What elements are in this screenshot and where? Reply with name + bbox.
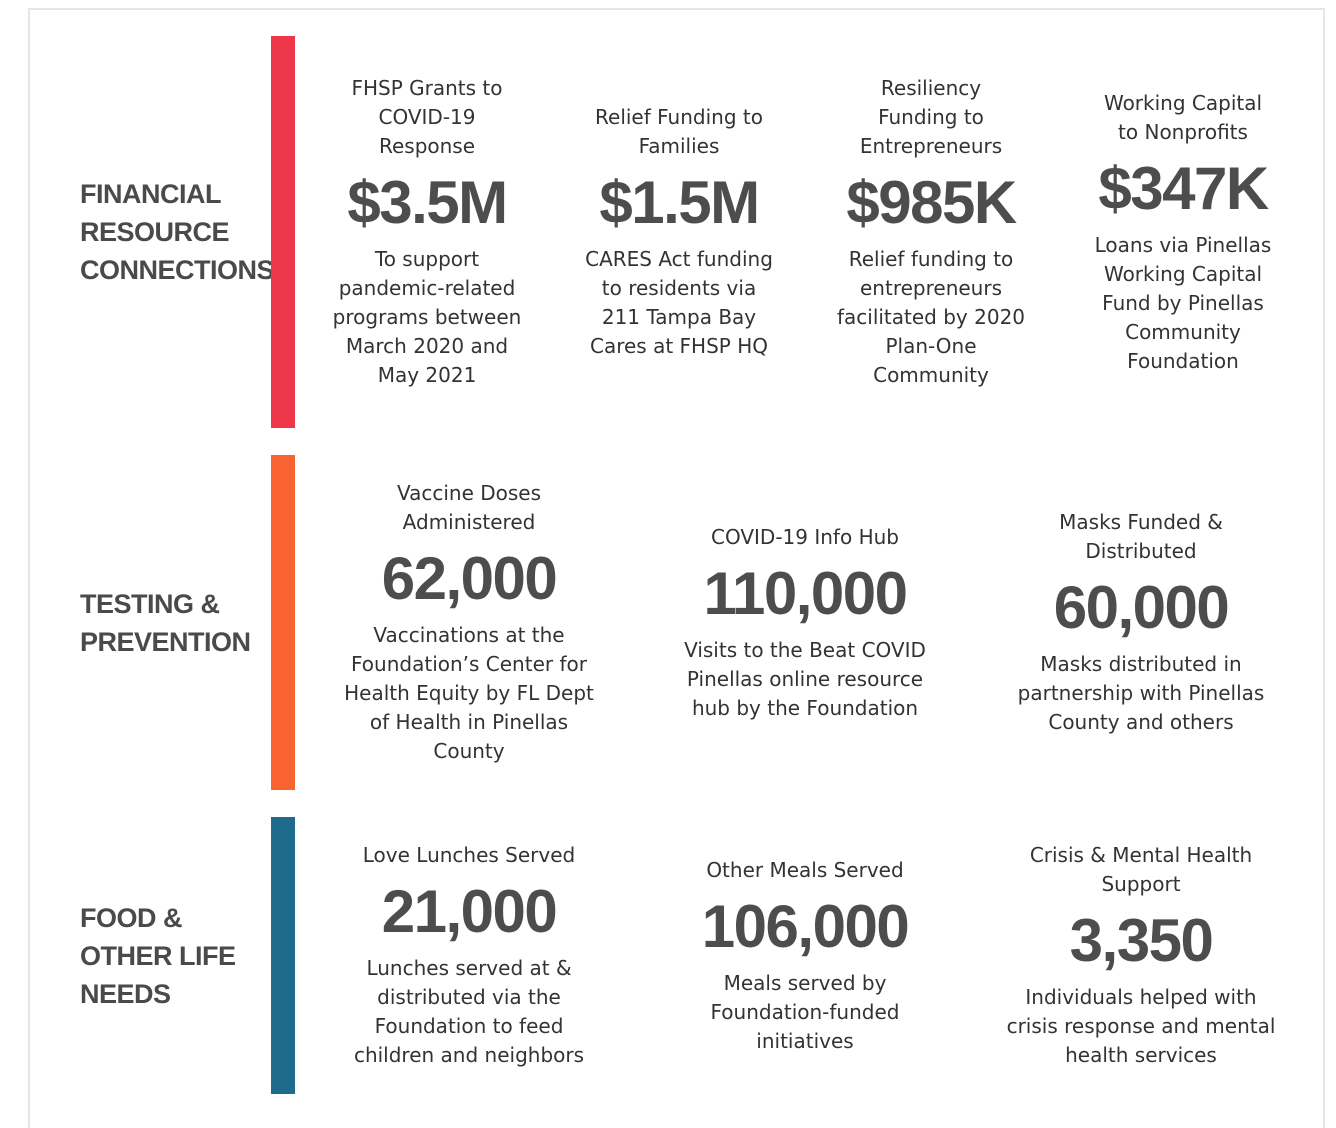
stat-heading: FHSP Grants to COVID-19 Response (351, 76, 503, 158)
stat: Vaccine Doses Administered 62,000 Vaccinat… (301, 479, 637, 766)
stat: Working Capital to Nonprofits $347K Loans … (1057, 89, 1309, 376)
stat-value: $985K (846, 169, 1017, 236)
stat-heading: Working Capital to Nonprofits (1103, 90, 1263, 144)
section: Food & Other Life Needs Love Lunches Serv… (0, 817, 1336, 1094)
stat-row: Vaccine Doses Administered 62,000 Vaccinat… (301, 455, 1309, 790)
section-label: Testing & Prevention (80, 588, 251, 657)
stat-value: 60,000 (1053, 574, 1230, 641)
stat: Other Meals Served 106,000 Meals served by… (637, 856, 973, 1056)
section-bar (271, 36, 295, 428)
stat-description: Individuals helped with crisis response … (1006, 985, 1276, 1067)
section-bar (271, 455, 295, 790)
stat: Masks Funded & Distributed 60,000 Masks di… (973, 508, 1309, 737)
section: Financial Resource Connections FHSP Grant… (0, 36, 1336, 428)
stat-description: Loans via Pinellas Working Capital Fund … (1094, 232, 1272, 373)
stat-value: 110,000 (703, 559, 908, 627)
stat-value: 106,000 (701, 892, 910, 960)
stat-heading: Vaccine Doses Administered (396, 481, 542, 534)
stat: COVID-19 Info Hub 110,000 Visits to the Be… (637, 523, 973, 723)
stat-value: 21,000 (381, 878, 558, 945)
stat-heading: COVID-19 Info Hub (711, 524, 899, 549)
stat: FHSP Grants to COVID-19 Response $3.5M To … (301, 74, 553, 390)
section-label: Food & Other Life Needs (80, 902, 236, 1009)
stat-value: $1.5M (599, 169, 760, 236)
stat-heading: Masks Funded & Distributed (1059, 510, 1223, 563)
stat-heading: Love Lunches Served (362, 843, 576, 867)
section-bar (271, 817, 295, 1094)
stat-heading: Relief Funding to Families (595, 105, 763, 158)
stat-row: FHSP Grants to COVID-19 Response $3.5M To … (301, 36, 1309, 428)
stat-description: CARES Act funding to residents via 211 T… (585, 247, 773, 358)
stat: Resiliency Funding to Entrepreneurs $985K… (805, 74, 1057, 390)
stat-row: Love Lunches Served 21,000 Lunches served … (301, 817, 1309, 1094)
stat-value: 62,000 (381, 545, 558, 612)
section: Testing & Prevention Vaccine Doses Admini… (0, 455, 1336, 790)
stat: Relief Funding to Families $1.5M CARES Act… (553, 103, 805, 361)
stat-description: To support pandemic-related programs bet… (332, 247, 522, 387)
stat-heading: Crisis & Mental Health Support (1029, 843, 1253, 896)
stat-description: Relief funding to entrepreneurs facilita… (836, 247, 1026, 387)
stat-value: $3.5M (347, 169, 508, 236)
stat: Love Lunches Served 21,000 Lunches served … (301, 841, 637, 1070)
stat-heading: Resiliency Funding to Entrepreneurs (859, 76, 1003, 158)
stat-description: Meals served by Foundation-funded initia… (710, 970, 900, 1053)
stat-value: 3,350 (1069, 907, 1214, 974)
stat-description: Lunches served at & distributed via the … (353, 956, 585, 1067)
stat-heading: Other Meals Served (706, 857, 904, 882)
section-label: Financial Resource Connections (80, 179, 275, 285)
stat-description: Visits to the Beat COVID Pinellas online… (684, 637, 926, 720)
stat: Crisis & Mental Health Support 3,350 Indiv… (973, 841, 1309, 1070)
stat-value: $347K (1098, 154, 1269, 222)
frame (28, 8, 1325, 1128)
stat-description: Vaccinations at the Foundation’s Center … (344, 623, 594, 763)
stat-description: Masks distributed in partnership with Pi… (1017, 652, 1265, 734)
